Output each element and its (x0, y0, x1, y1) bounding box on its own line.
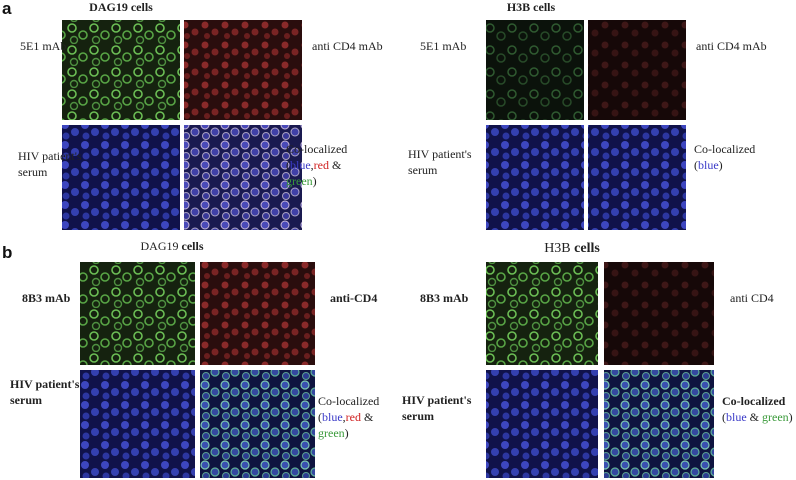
text-segment: ) (313, 174, 317, 188)
micrograph (604, 370, 714, 478)
text-segment: ( (722, 410, 726, 424)
text-line: (blue,red & (318, 410, 374, 424)
text-line: serum (18, 165, 48, 179)
text-line: Co-localized (722, 394, 786, 408)
text-segment: blue (698, 158, 719, 172)
text-line: 8B3 mAb (420, 291, 469, 305)
text-line: green) (318, 426, 349, 440)
text-segment: anti-CD4 (330, 291, 377, 305)
text-line: (blue & green) (722, 410, 793, 424)
text-segment: red (314, 158, 329, 172)
text-line: Co-localized (286, 142, 347, 156)
text-segment: 8B3 mAb (22, 291, 71, 305)
text-segment: Co-localized (318, 394, 379, 408)
text-segment: HIV patient's (10, 377, 80, 391)
micrograph (80, 370, 195, 478)
text-segment: , (311, 158, 314, 172)
micrograph (80, 262, 195, 365)
text-segment: 5E1 mAb (20, 39, 66, 53)
micrograph (588, 20, 686, 120)
text-line: DAG19 cells (89, 0, 153, 14)
text-line: 5E1 mAb (20, 39, 66, 53)
text-segment: red (346, 410, 361, 424)
micrograph (588, 125, 686, 230)
text-segment: DAG19 cells (89, 0, 153, 14)
text-line: HIV patient's (402, 393, 472, 407)
text-segment: serum (402, 409, 434, 423)
text-segment: Co-localized (722, 394, 786, 408)
text-segment: ( (318, 410, 322, 424)
text-segment: cells (182, 239, 204, 253)
text-line: serum (402, 409, 434, 423)
text-line: HIV patient's (408, 147, 472, 161)
micrograph (200, 262, 315, 365)
text-segment: HIV patient's (18, 149, 82, 163)
micrograph (486, 125, 584, 230)
text-segment: & (361, 410, 374, 424)
text-segment: HIV patient's (408, 147, 472, 161)
panel-label: b (2, 243, 12, 262)
text-line: anti-CD4 (330, 291, 377, 305)
text-line: H3B cells (507, 0, 556, 14)
text-line: serum (408, 163, 438, 177)
micrograph (200, 370, 315, 478)
text-segment: blue (290, 158, 311, 172)
text-line: Co-localized (694, 142, 755, 156)
text-segment: H3B cells (507, 0, 556, 14)
text-line: DAG19 cells (141, 239, 204, 253)
text-segment: Co-localized (286, 142, 347, 156)
micrograph (486, 20, 584, 120)
text-segment: serum (408, 163, 438, 177)
text-segment: ) (719, 158, 723, 172)
text-segment: anti CD4 mAb (696, 39, 767, 53)
panel-label: a (2, 0, 12, 18)
micrograph (604, 262, 714, 365)
text-segment: ) (789, 410, 793, 424)
text-segment: H3B (544, 241, 574, 256)
micrograph (62, 125, 180, 230)
text-line: HIV patient's (18, 149, 82, 163)
micrograph (184, 125, 302, 230)
text-segment: anti CD4 (730, 291, 774, 305)
text-line: 8B3 mAb (22, 291, 71, 305)
text-line: green) (286, 174, 317, 188)
text-line: (blue) (694, 158, 723, 172)
text-segment: HIV patient's (402, 393, 472, 407)
text-segment: Co-localized (694, 142, 755, 156)
micrograph (486, 370, 598, 478)
micrograph (62, 20, 180, 120)
text-line: anti CD4 mAb (696, 39, 767, 53)
text-segment: ( (694, 158, 698, 172)
text-segment: green (286, 174, 313, 188)
text-line: anti CD4 mAb (312, 39, 383, 53)
text-segment: DAG19 (141, 239, 182, 253)
text-line: anti CD4 (730, 291, 774, 305)
text-segment: blue (726, 410, 747, 424)
text-line: HIV patient's (10, 377, 80, 391)
text-line: serum (10, 393, 42, 407)
text-line: 5E1 mAb (420, 39, 466, 53)
text-line: H3B cells (544, 241, 600, 256)
text-segment: green (318, 426, 345, 440)
text-segment: serum (10, 393, 42, 407)
text-segment: blue (322, 410, 343, 424)
text-line: (blue,red & (286, 158, 342, 172)
text-segment: , (343, 410, 346, 424)
text-segment: green (762, 410, 789, 424)
text-segment: anti CD4 mAb (312, 39, 383, 53)
text-segment: & (747, 410, 762, 424)
text-segment: & (329, 158, 342, 172)
micrograph (486, 262, 598, 365)
text-segment: 5E1 mAb (420, 39, 466, 53)
micrograph (184, 20, 302, 120)
text-segment: serum (18, 165, 48, 179)
text-segment: ( (286, 158, 290, 172)
text-line: Co-localized (318, 394, 379, 408)
text-segment: 8B3 mAb (420, 291, 469, 305)
text-segment: ) (345, 426, 349, 440)
text-segment: cells (574, 241, 600, 256)
